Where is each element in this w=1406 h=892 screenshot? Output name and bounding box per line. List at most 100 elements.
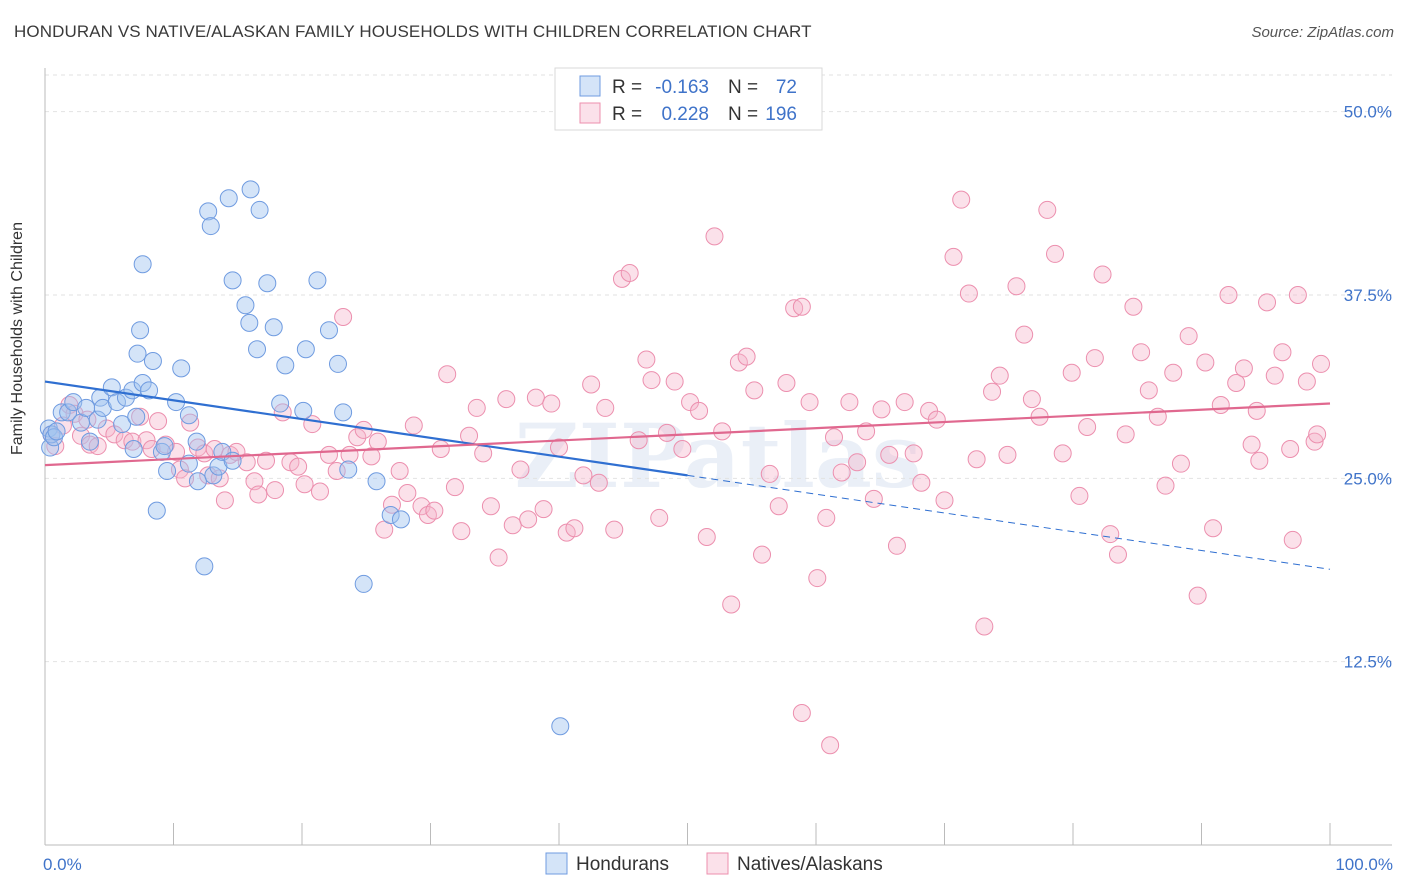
source-credit: Source: ZipAtlas.com	[1251, 24, 1394, 41]
data-point	[857, 422, 876, 441]
data-point	[334, 403, 353, 422]
data-point	[149, 412, 168, 431]
data-point	[339, 460, 358, 479]
data-point	[1312, 354, 1331, 373]
data-point	[489, 548, 508, 567]
data-point	[1007, 277, 1026, 296]
y-axis-label: Family Households with Children	[9, 222, 26, 455]
data-point	[582, 375, 601, 394]
data-point	[848, 453, 867, 472]
data-point	[295, 475, 314, 494]
data-point	[404, 416, 423, 435]
data-point	[1288, 286, 1307, 304]
data-point	[172, 359, 191, 378]
data-point	[722, 595, 741, 614]
data-point	[792, 704, 811, 722]
data-point	[80, 432, 99, 451]
y-tick-label: 37.5%	[1344, 286, 1392, 305]
data-point	[354, 574, 373, 593]
data-point	[133, 374, 152, 392]
data-point	[1085, 349, 1104, 368]
data-point	[642, 371, 661, 390]
r-label: R =	[612, 77, 642, 98]
data-point	[123, 432, 142, 451]
data-point	[673, 440, 692, 458]
data-point	[236, 296, 255, 315]
data-point	[944, 247, 963, 266]
data-point	[187, 432, 206, 451]
data-point	[107, 393, 126, 412]
data-point	[131, 321, 150, 340]
n-label: N =	[728, 77, 758, 98]
data-point	[250, 200, 269, 219]
data-point	[398, 484, 417, 502]
n-value: 72	[776, 77, 797, 98]
data-point	[249, 485, 268, 504]
data-point	[1273, 343, 1292, 362]
data-point	[1132, 343, 1151, 362]
data-point	[294, 401, 313, 420]
data-point	[452, 522, 471, 541]
data-point	[124, 440, 143, 458]
data-point	[201, 217, 220, 236]
data-point	[519, 510, 538, 529]
data-point	[367, 472, 386, 491]
stats-swatch	[579, 75, 601, 97]
data-point	[467, 398, 486, 417]
natives-alaskans-points	[42, 190, 1331, 755]
data-point	[665, 372, 684, 391]
data-point	[574, 466, 593, 485]
data-point	[88, 410, 107, 429]
data-point	[241, 180, 260, 199]
data-point	[792, 297, 811, 316]
data-point	[438, 365, 457, 384]
data-point	[1156, 476, 1175, 495]
chart-title: HONDURAN VS NATIVE/ALASKAN FAMILY HOUSEH…	[14, 22, 812, 41]
data-point	[1015, 325, 1034, 344]
data-point	[1053, 444, 1072, 463]
data-point	[1022, 390, 1041, 409]
data-point	[1265, 366, 1284, 385]
data-point	[289, 457, 308, 476]
data-point	[1250, 451, 1269, 470]
data-point	[481, 497, 500, 516]
n-label: N =	[728, 104, 758, 125]
data-point	[737, 347, 756, 366]
data-point	[872, 400, 891, 419]
data-point	[880, 445, 899, 464]
data-point	[983, 382, 1002, 401]
data-point	[266, 481, 285, 500]
data-point	[596, 398, 615, 417]
data-point	[998, 445, 1017, 464]
data-point	[887, 536, 906, 555]
data-point	[1196, 353, 1215, 372]
data-point	[1219, 286, 1238, 304]
hondurans-trendline-projection	[687, 474, 1331, 570]
data-point	[215, 491, 234, 510]
n-value: 196	[765, 104, 797, 125]
data-point	[1070, 486, 1089, 505]
data-point	[127, 407, 146, 426]
data-point	[445, 478, 464, 497]
data-point	[1078, 418, 1097, 436]
data-point	[199, 202, 218, 221]
data-point	[697, 528, 716, 546]
data-point	[1124, 297, 1143, 316]
data-point	[629, 431, 648, 450]
data-point	[551, 717, 570, 736]
data-point	[526, 388, 545, 407]
data-point	[1305, 432, 1324, 451]
data-point	[912, 473, 931, 492]
x-tick-label: 100.0%	[1335, 855, 1393, 874]
data-point	[310, 482, 329, 501]
data-point	[690, 401, 709, 420]
data-point	[308, 271, 327, 290]
data-point	[832, 463, 851, 482]
data-point	[204, 466, 223, 485]
data-point	[1258, 293, 1277, 312]
data-point	[1101, 525, 1120, 544]
data-point	[657, 423, 676, 442]
data-point	[959, 284, 978, 303]
data-point	[113, 415, 132, 434]
